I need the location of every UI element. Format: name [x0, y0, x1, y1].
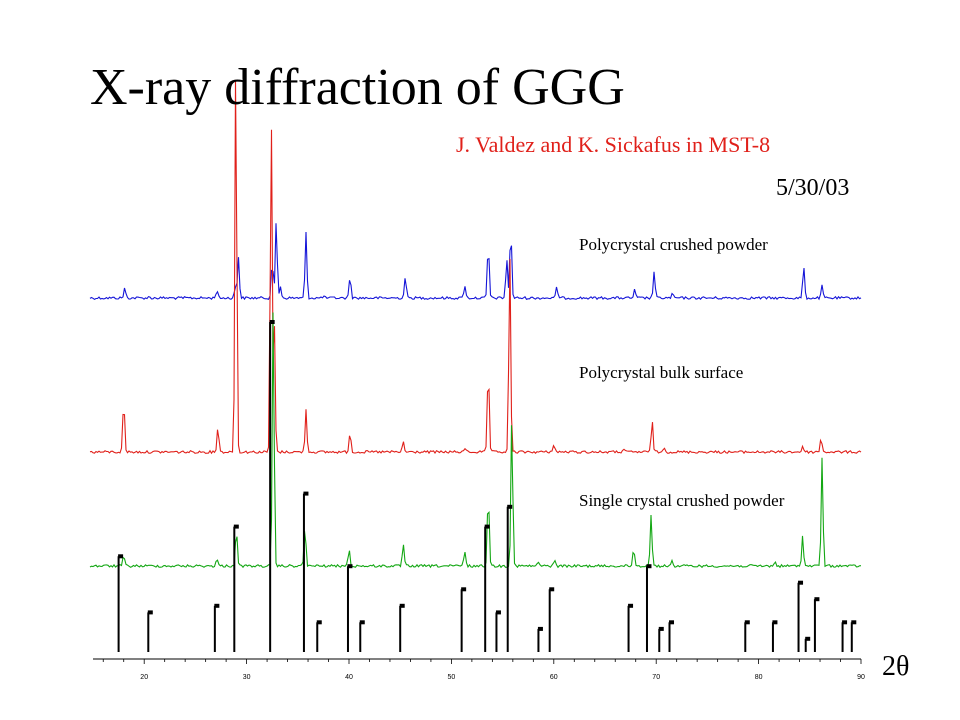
slide-date: 5/30/03: [776, 175, 850, 201]
reference-marker-24: [805, 636, 811, 641]
x-tick-label: 30: [243, 674, 251, 681]
reference-marker-11: [461, 587, 467, 592]
reference-marker-16: [549, 587, 555, 592]
reference-marker-12: [484, 524, 490, 529]
reference-marker-6: [303, 491, 309, 496]
reference-marker-21: [744, 620, 750, 625]
reference-marker-14: [507, 504, 513, 509]
reference-marker-23: [798, 580, 804, 585]
reference-marker-7: [316, 620, 322, 625]
reference-lines: [117, 320, 857, 652]
reference-marker-18: [646, 564, 652, 569]
reference-marker-3: [214, 603, 220, 608]
slide-title: X-ray diffraction of GGG: [90, 59, 625, 116]
series-label-red: Polycrystal bulk surface: [579, 363, 744, 382]
series-label-green: Single crystal crushed powder: [579, 491, 785, 510]
reference-marker-27: [851, 620, 857, 625]
series-line-1: [89, 223, 862, 301]
x-tick-label: 40: [345, 674, 353, 681]
reference-marker-13: [495, 610, 501, 615]
x-tick-label: 60: [550, 674, 558, 681]
reference-marker-15: [537, 626, 543, 631]
x-axis: 20 30 40 50 60 70 80 90: [93, 658, 865, 681]
reference-marker-9: [359, 620, 365, 625]
series-group: [89, 79, 862, 569]
x-tick-label: 20: [140, 674, 148, 681]
x-tick-label: 70: [652, 674, 660, 681]
reference-marker-5: [269, 320, 275, 324]
series-line-2: [89, 79, 862, 455]
reference-marker-19: [658, 626, 664, 631]
reference-marker-1: [118, 554, 124, 559]
reference-marker-10: [399, 603, 405, 608]
reference-marker-2: [147, 610, 153, 615]
reference-marker-4: [233, 524, 239, 529]
series-line-3: [89, 312, 862, 569]
x-axis-unit: 2θ: [882, 651, 910, 682]
reference-marker-22: [772, 620, 778, 625]
reference-marker-25: [814, 597, 820, 602]
reference-marker-8: [347, 564, 353, 569]
reference-marker-20: [669, 620, 675, 625]
x-tick-label: 50: [448, 674, 456, 681]
reference-marker-26: [842, 620, 848, 625]
x-tick-label: 90: [857, 674, 865, 681]
author-credit: J. Valdez and K. Sickafus in MST-8: [456, 132, 771, 157]
reference-marker-17: [628, 603, 634, 608]
x-tick-label: 80: [755, 674, 763, 681]
series-label-blue: Polycrystal crushed powder: [579, 235, 768, 254]
